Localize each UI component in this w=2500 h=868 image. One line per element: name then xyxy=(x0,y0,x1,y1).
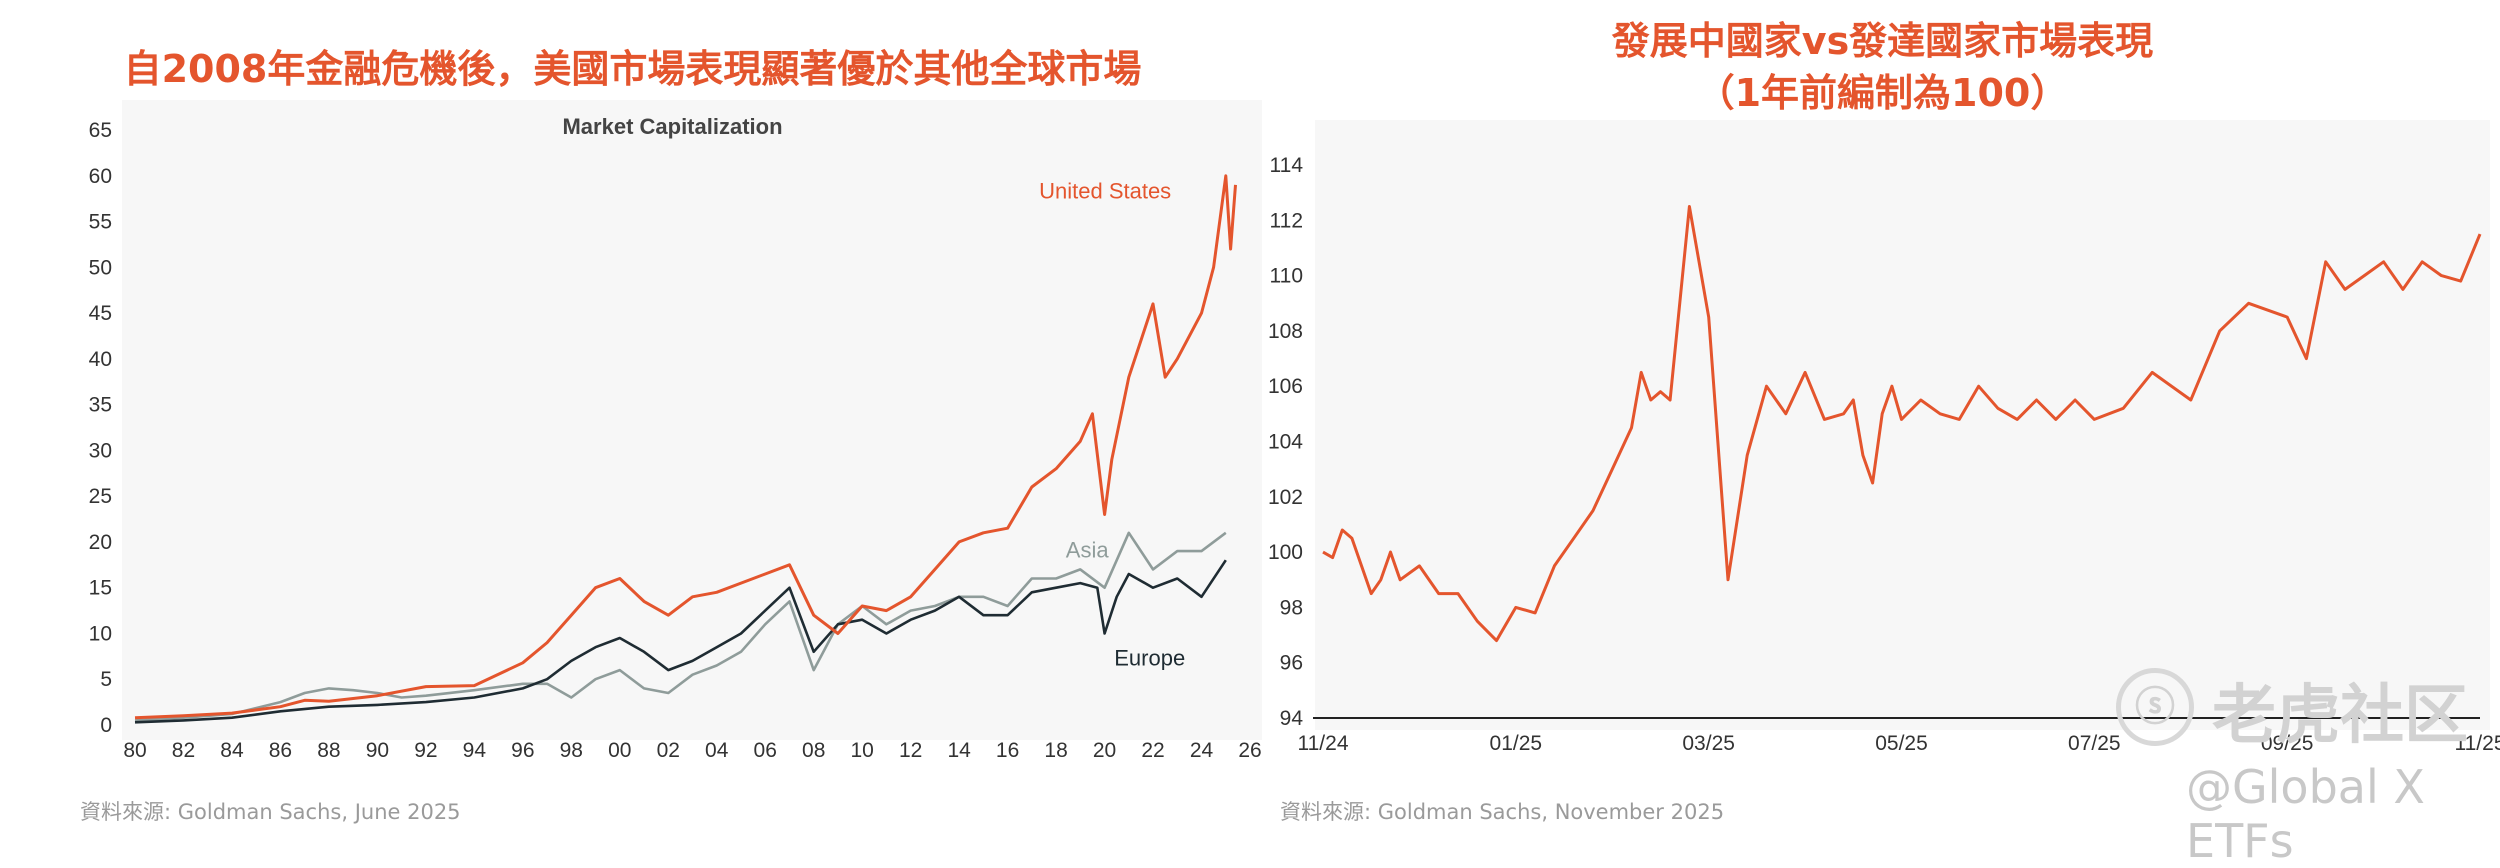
x-tick-label: 18 xyxy=(1044,739,1067,762)
x-tick-label: 92 xyxy=(414,739,437,762)
y-tick-label: 100 xyxy=(1268,541,1303,564)
y-tick-label: 112 xyxy=(1270,209,1303,232)
y-tick-label: 15 xyxy=(89,577,112,600)
y-tick-label: 98 xyxy=(1280,596,1303,619)
series-line-em-dm xyxy=(1323,207,2480,641)
x-tick-label: 11/24 xyxy=(1298,732,1349,755)
y-tick-label: 104 xyxy=(1268,431,1303,454)
y-tick-label: 65 xyxy=(89,119,112,142)
x-tick-label: 03/25 xyxy=(1682,732,1735,755)
x-tick-label: 80 xyxy=(123,739,146,762)
y-tick-label: 25 xyxy=(89,485,112,508)
x-tick-label: 06 xyxy=(754,739,777,762)
watermark-handle: @Global X ETFs xyxy=(2186,760,2500,868)
x-tick-label: 02 xyxy=(657,739,680,762)
y-tick-label: 60 xyxy=(89,165,112,188)
x-tick-label: 82 xyxy=(172,739,195,762)
series-line-asia xyxy=(135,533,1226,721)
x-tick-label: 90 xyxy=(366,739,389,762)
x-tick-label: 10 xyxy=(850,739,873,762)
x-tick-label: 94 xyxy=(463,739,487,762)
series-line-europe xyxy=(135,560,1226,722)
left-chart-source: 資料來源: Goldman Sachs, June 2025 xyxy=(80,796,461,826)
y-tick-label: 5 xyxy=(100,668,112,691)
x-tick-label: 01/25 xyxy=(1490,732,1543,755)
x-tick-label: 05/25 xyxy=(1875,732,1928,755)
x-tick-label: 16 xyxy=(996,739,1019,762)
x-tick-label: 86 xyxy=(269,739,292,762)
x-tick-label: 22 xyxy=(1141,739,1164,762)
label-united-states: United States xyxy=(1039,179,1171,204)
y-tick-label: 102 xyxy=(1268,486,1303,509)
x-tick-label: 20 xyxy=(1093,739,1116,762)
y-tick-label: 30 xyxy=(89,439,112,462)
y-tick-label: 110 xyxy=(1270,265,1303,288)
x-tick-label: 24 xyxy=(1190,739,1214,762)
watermark-logo-text: 老虎社区 xyxy=(2212,664,2468,756)
y-tick-label: 45 xyxy=(89,302,112,325)
series-line-us xyxy=(135,176,1236,718)
y-tick-label: 0 xyxy=(100,714,112,737)
y-tick-label: 40 xyxy=(89,348,112,371)
y-tick-label: 94 xyxy=(1280,707,1304,730)
right-chart-source: 資料來源: Goldman Sachs, November 2025 xyxy=(1280,796,1724,826)
y-tick-label: 20 xyxy=(89,531,112,554)
label-europe: Europe xyxy=(1114,646,1185,671)
chart-title: Market Capitalization xyxy=(562,114,782,139)
x-tick-label: 00 xyxy=(608,739,631,762)
y-tick-label: 50 xyxy=(89,256,112,279)
y-tick-label: 10 xyxy=(89,622,112,645)
x-tick-label: 98 xyxy=(560,739,583,762)
x-tick-label: 96 xyxy=(511,739,534,762)
label-asia: Asia xyxy=(1066,537,1110,562)
x-tick-label: 04 xyxy=(705,739,729,762)
x-tick-label: 26 xyxy=(1238,739,1261,762)
y-tick-label: 108 xyxy=(1268,320,1303,343)
x-tick-label: 12 xyxy=(899,739,922,762)
x-tick-label: 88 xyxy=(317,739,340,762)
y-tick-label: 55 xyxy=(89,211,112,234)
y-tick-label: 106 xyxy=(1268,375,1303,398)
market-cap-chart: Market Capitalization 0 5 10 15 20 25 30 35 40 45 5… xyxy=(0,0,1265,844)
y-tick-label: 114 xyxy=(1270,154,1304,177)
left-chart-panel: 自2008年金融危機後，美國市場表現顯著優於其他全球市場 Market Capi… xyxy=(0,0,1265,844)
x-tick-label: 84 xyxy=(220,739,244,762)
tiger-logo-icon: ⓢ xyxy=(2116,668,2194,746)
y-tick-label: 35 xyxy=(89,394,112,417)
x-tick-label: 08 xyxy=(802,739,825,762)
x-tick-label: 14 xyxy=(947,739,971,762)
y-tick-label: 96 xyxy=(1280,652,1303,675)
x-tick-label: 07/25 xyxy=(2068,732,2121,755)
